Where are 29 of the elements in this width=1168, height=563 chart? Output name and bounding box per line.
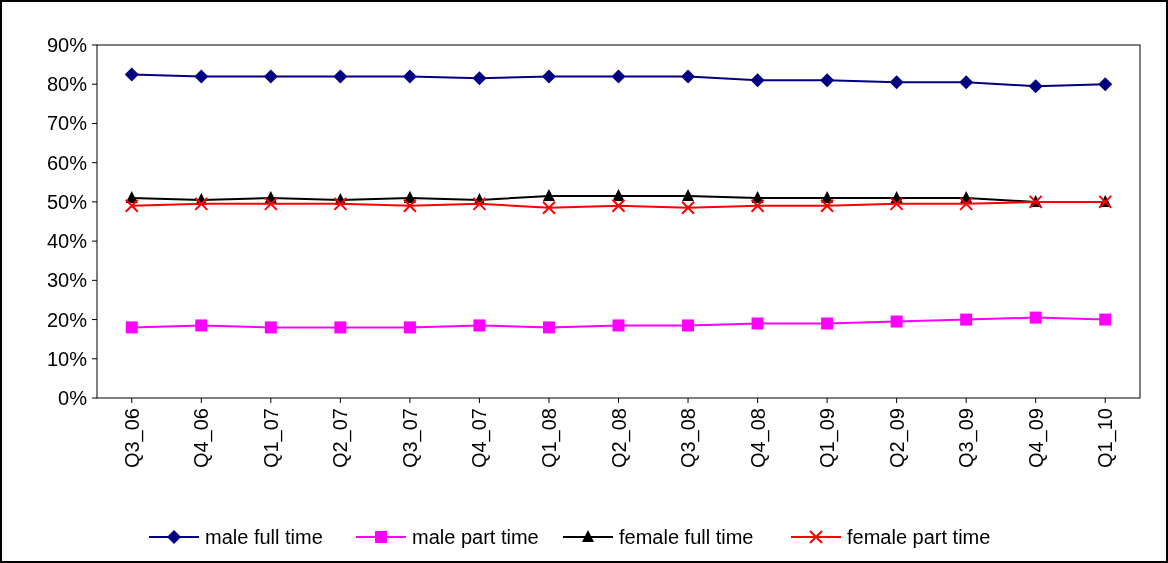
legend-label: female part time bbox=[847, 526, 991, 548]
x-tick-label: Q3_07 bbox=[398, 408, 422, 469]
x-tick-label: Q2_07 bbox=[329, 408, 353, 469]
legend-label: male part time bbox=[412, 526, 539, 548]
x-tick-label: Q4_08 bbox=[746, 408, 770, 469]
y-tick-label: 0% bbox=[58, 387, 88, 409]
x-tick-label: Q3_08 bbox=[677, 408, 701, 469]
x-tick-label: Q2_08 bbox=[607, 408, 631, 469]
y-tick-label: 60% bbox=[46, 151, 88, 174]
x-tick-label: Q2_09 bbox=[885, 408, 909, 469]
y-tick-label: 10% bbox=[46, 347, 88, 370]
legend-label: male full time bbox=[205, 526, 323, 548]
x-tick-label: Q1_07 bbox=[259, 408, 283, 469]
y-tick-label: 70% bbox=[46, 112, 88, 135]
y-tick-label: 80% bbox=[46, 73, 88, 96]
x-tick-label: Q1_08 bbox=[537, 408, 561, 469]
x-tick-label: Q4_09 bbox=[1024, 408, 1048, 469]
y-tick-label: 40% bbox=[46, 230, 88, 253]
x-tick-label: Q4_06 bbox=[190, 408, 214, 469]
y-tick-label: 90% bbox=[46, 34, 88, 56]
y-tick-label: 30% bbox=[46, 269, 88, 292]
x-tick-label: Q1_10 bbox=[1094, 408, 1118, 469]
x-tick-label: Q4_07 bbox=[468, 408, 492, 469]
x-tick-label: Q1_09 bbox=[816, 408, 840, 469]
legend-label: female full time bbox=[619, 526, 754, 548]
x-tick-label: Q3_09 bbox=[955, 408, 979, 469]
y-tick-label: 50% bbox=[46, 190, 88, 213]
y-tick-label: 20% bbox=[46, 308, 88, 331]
x-tick-label: Q3_06 bbox=[120, 408, 144, 469]
